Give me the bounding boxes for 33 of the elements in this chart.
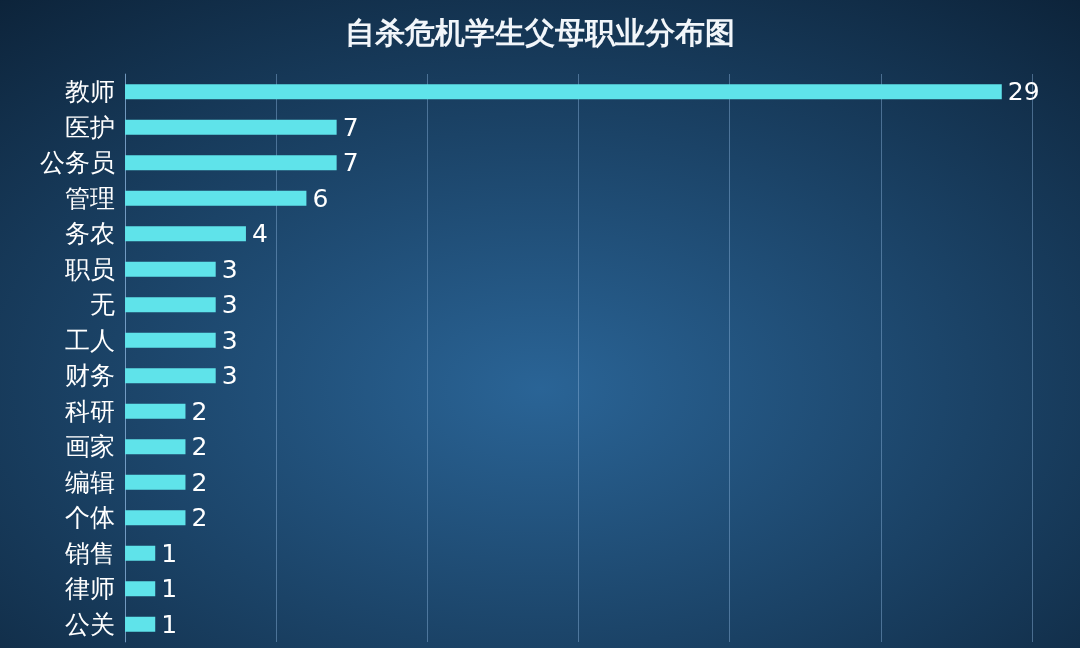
data-label: 2 [191,467,208,497]
y-tick-label: 个体 [65,503,115,533]
data-label: 3 [221,254,238,284]
y-tick-label: 工人 [65,325,115,355]
chart-title: 自杀危机学生父母职业分布图 [345,14,735,50]
y-tick-label: 医护 [65,112,115,142]
data-label: 6 [312,183,329,213]
data-label: 29 [1007,77,1040,107]
data-label: 4 [251,219,268,249]
y-tick-label: 公关 [65,609,115,639]
y-tick-label: 教师 [65,77,115,107]
y-tick-label: 财务 [65,361,115,391]
data-label: 1 [161,538,178,568]
y-tick-label: 无 [90,290,115,320]
y-tick-label: 管理 [65,183,115,213]
y-tick-label: 销售 [64,538,115,568]
data-label: 3 [221,361,238,391]
y-tick-label: 编辑 [65,467,115,497]
y-tick-label: 律师 [65,574,115,604]
data-label: 2 [191,432,208,462]
y-tick-label: 科研 [65,396,115,426]
y-tick-label: 公务员 [40,148,115,178]
data-label: 3 [221,325,238,355]
data-label: 7 [342,112,359,142]
data-label: 1 [161,574,178,604]
y-tick-label: 务农 [65,219,115,249]
data-label: 1 [161,609,178,639]
data-label: 2 [191,396,208,426]
data-label: 3 [221,290,238,320]
y-tick-label: 画家 [65,432,115,462]
data-label: 2 [191,503,208,533]
y-tick-label: 职员 [65,254,115,284]
data-label: 7 [342,148,359,178]
